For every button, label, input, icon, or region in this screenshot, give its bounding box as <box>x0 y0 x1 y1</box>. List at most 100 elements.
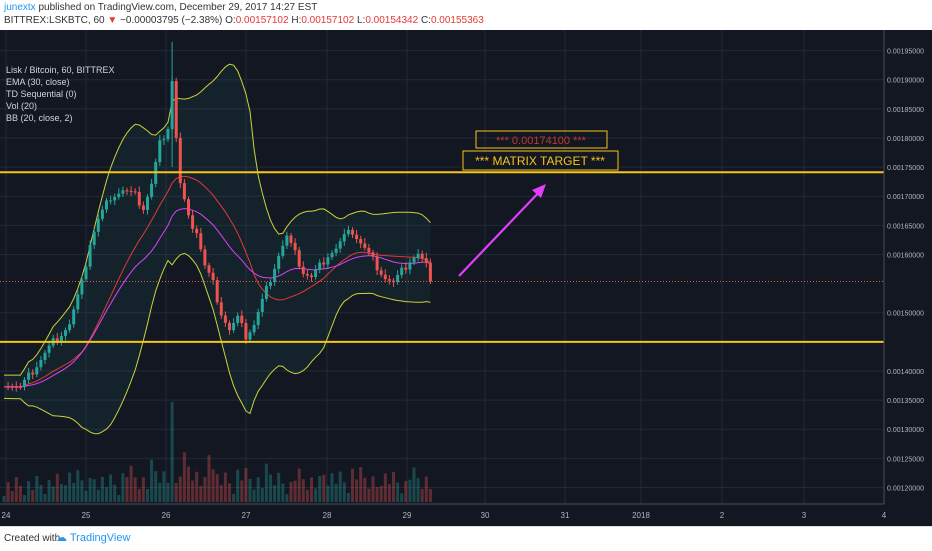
volume-bar <box>146 489 149 502</box>
volume-bar <box>121 473 125 502</box>
y-tick-label: 0.00125000 <box>887 456 924 463</box>
volume-bar <box>424 476 428 502</box>
candle-body <box>260 298 264 312</box>
candle-body <box>59 335 63 342</box>
volume-bar <box>420 488 424 502</box>
candle-body <box>256 311 260 326</box>
symbol-text: BITTREX:LSKBTC, 60 <box>4 15 105 26</box>
volume-bar <box>23 495 26 502</box>
candle-body <box>105 200 108 210</box>
candle-body <box>264 285 268 299</box>
candle-body <box>355 234 359 240</box>
candle-body <box>301 266 305 275</box>
annotations: *** 0.00174100 *** *** MATRIX TARGET *** <box>458 130 619 277</box>
volume-bar <box>289 482 293 502</box>
candle-body <box>396 274 400 283</box>
candle-body <box>6 386 10 388</box>
volume-bar <box>6 482 10 502</box>
low-value: 0.00154342 <box>365 15 419 26</box>
publish-header: junextx published on TradingView.com, De… <box>0 0 932 30</box>
candle-body <box>72 309 76 325</box>
candle-body <box>240 315 244 324</box>
volume-bar <box>170 402 174 502</box>
y-tick-label: 0.00160000 <box>887 252 924 259</box>
volume-bar <box>219 484 223 502</box>
candle-body <box>215 280 219 303</box>
candle-body <box>420 253 424 259</box>
chart-area[interactable]: 0.001741000.001450000.0015536332:14 0.00… <box>0 30 932 526</box>
volume-bar <box>59 484 63 502</box>
volume-bar <box>269 474 272 502</box>
y-tick-label: 0.00120000 <box>887 485 924 492</box>
candle-body <box>195 228 199 234</box>
down-arrow-icon: ▼ <box>107 15 118 26</box>
candle-body <box>133 191 137 193</box>
volume-bar <box>338 471 342 502</box>
candle-body <box>137 191 141 206</box>
volume-bar <box>117 495 121 502</box>
candle-body <box>219 302 223 316</box>
volume-bar <box>310 477 313 502</box>
candle-body <box>129 190 133 192</box>
candle-body <box>232 322 236 331</box>
volume-bar <box>387 484 391 502</box>
candle-body <box>150 183 154 197</box>
volume-bar <box>236 469 240 502</box>
candle-body <box>174 81 178 138</box>
candle-body <box>158 140 162 163</box>
author-link[interactable]: junextx <box>4 2 36 13</box>
candle-body <box>277 255 281 269</box>
x-tick-label: 29 <box>403 511 412 520</box>
y-tick-label: 0.00185000 <box>887 107 924 114</box>
y-tick-label: 0.00170000 <box>887 194 924 201</box>
volume-bar <box>375 487 379 502</box>
tradingview-link[interactable]: ☁ TradingView <box>56 532 131 544</box>
x-tick-label: 2 <box>720 511 725 520</box>
volume-bar <box>166 482 170 502</box>
candle-body <box>244 323 248 340</box>
volume-bar <box>125 477 129 502</box>
candle-body <box>367 247 371 253</box>
candle-body <box>211 272 215 281</box>
volume-bar <box>51 486 55 502</box>
volume-bar <box>178 476 182 502</box>
volume-bar <box>203 477 207 502</box>
price-chart[interactable]: 0.001741000.001450000.0015536332:14 0.00… <box>0 30 932 526</box>
candle-body <box>330 252 334 258</box>
target-label-text: *** MATRIX TARGET *** <box>475 154 605 168</box>
volume-bar <box>273 485 277 502</box>
volume-bar <box>18 486 22 502</box>
volume-bar <box>137 488 141 502</box>
volume-bar <box>248 478 252 502</box>
candle-body <box>18 386 22 388</box>
volume-bar <box>113 484 117 502</box>
bb-basis <box>4 175 431 388</box>
y-tick-label: 0.00130000 <box>887 427 924 434</box>
candle-body <box>305 274 309 276</box>
y-tick-label: 0.00135000 <box>887 398 924 405</box>
x-tick-label: 2018 <box>632 511 650 520</box>
volume-bar <box>297 468 301 502</box>
y-tick-label: 0.00140000 <box>887 369 924 376</box>
volume-bar <box>371 476 375 502</box>
close-value: 0.00155363 <box>430 15 484 26</box>
volume-bar <box>35 476 39 502</box>
volume-bar <box>293 480 297 502</box>
volume-bar <box>228 483 231 502</box>
candle-body <box>346 229 350 235</box>
volume-bar <box>346 493 350 502</box>
candle-body <box>100 209 104 219</box>
volume-bar <box>342 482 346 502</box>
candle-body <box>146 196 149 210</box>
y-tick-label: 0.00165000 <box>887 223 924 230</box>
open-value: 0.00157102 <box>235 15 289 26</box>
target-price-box <box>475 130 608 149</box>
volume-bar <box>215 474 219 502</box>
volume-bar <box>2 496 6 502</box>
candle-body <box>416 253 420 259</box>
open-label: O: <box>225 15 236 26</box>
candle-body <box>269 281 272 286</box>
volume-bar <box>31 490 35 502</box>
candle-body <box>64 330 67 336</box>
footer: Created with ☁ TradingView <box>0 526 932 551</box>
